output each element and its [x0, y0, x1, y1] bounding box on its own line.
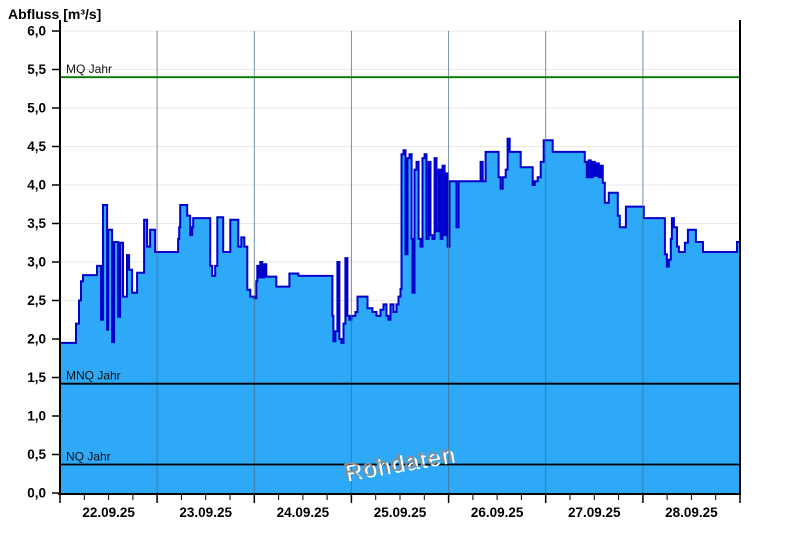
day-gridlines: [156, 31, 644, 493]
y-tick-label: 4,0: [27, 178, 46, 193]
y-axis-title: Abfluss [m³/s]: [8, 6, 101, 22]
reference-label-nq-jahr: NQ Jahr: [66, 450, 111, 464]
y-tick-label: 5,5: [27, 62, 46, 77]
axes: [52, 20, 741, 503]
x-tick-label: 23.09.25: [179, 505, 232, 520]
discharge-step-line: [60, 137, 740, 344]
reference-lines: MQ Jahr MNQ Jahr NQ Jahr: [60, 62, 740, 466]
x-tick-label: 25.09.25: [374, 505, 427, 520]
y-tick-label: 6,0: [27, 24, 46, 39]
y-tick-label: 4,5: [27, 139, 46, 154]
x-tick-label: 27.09.25: [568, 505, 621, 520]
discharge-area-fill: [60, 138, 740, 494]
x-tick-label: 28.09.25: [665, 505, 718, 520]
y-tick-label: 0,0: [27, 486, 46, 501]
y-tick-label: 1,5: [27, 370, 46, 385]
series-area: [60, 137, 740, 494]
x-tick-label: 26.09.25: [471, 505, 524, 520]
y-tick-label: 1,0: [27, 409, 46, 424]
x-tick-label: 22.09.25: [82, 505, 135, 520]
y-tick-label: 5,0: [27, 101, 46, 116]
y-tick-label: 2,5: [27, 293, 46, 308]
y-tick-label: 3,0: [27, 255, 46, 270]
x-tick-label: 24.09.25: [277, 505, 330, 520]
tick-labels: 0,0 0,5 1,0 1,5 2,0 2,5 3,0 3,5 4,0 4,5 5,0 5,5 6,0 2…: [27, 24, 718, 521]
y-tick-label: 0,5: [27, 447, 46, 462]
reference-label-mnq-jahr: MNQ Jahr: [66, 369, 121, 383]
y-tick-label: 3,5: [27, 216, 46, 231]
reference-label-mq-jahr: MQ Jahr: [66, 62, 112, 76]
y-tick-label: 2,0: [27, 332, 46, 347]
